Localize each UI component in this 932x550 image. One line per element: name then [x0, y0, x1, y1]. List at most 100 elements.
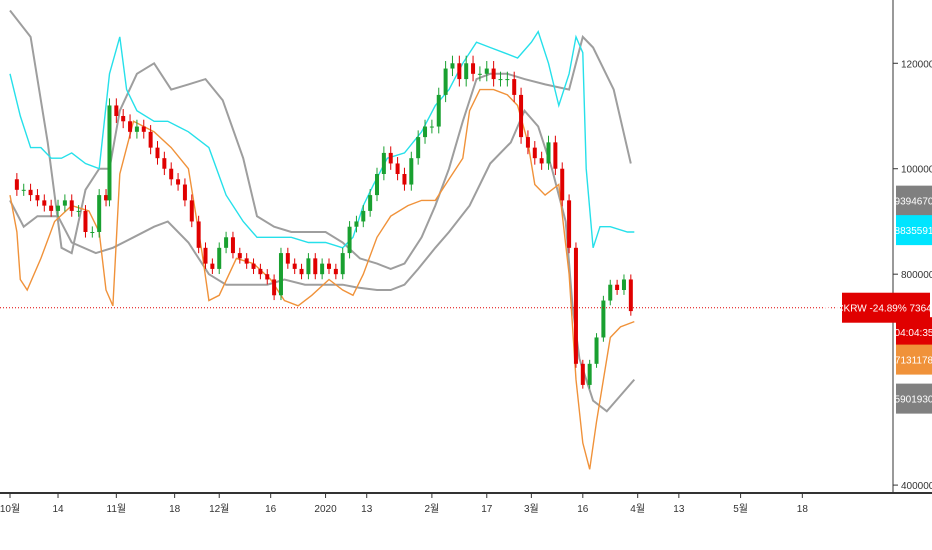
- candle-body: [56, 206, 60, 211]
- candle-body: [464, 63, 468, 79]
- candle-body: [15, 179, 19, 190]
- candle-body: [265, 274, 269, 279]
- candle-body: [622, 279, 626, 290]
- candle-body: [104, 195, 108, 200]
- candle-body: [444, 69, 448, 95]
- candle-body: [595, 337, 599, 363]
- y-tick-label: 4000000: [901, 481, 932, 492]
- x-tick-label: 13: [673, 504, 685, 515]
- candle-body: [183, 185, 187, 201]
- candle-body: [279, 253, 283, 295]
- candle-body: [135, 127, 139, 132]
- candle-body: [430, 127, 434, 128]
- indicator-line-3: [10, 32, 634, 248]
- candle-body: [608, 285, 612, 301]
- candle-body: [553, 142, 557, 168]
- candle-body: [416, 137, 420, 158]
- x-tick-label: 2월: [425, 503, 440, 515]
- price-tag-label: 8835591: [895, 226, 932, 237]
- candle-body: [629, 279, 633, 311]
- candle-body: [402, 174, 406, 185]
- candle-body: [348, 227, 352, 253]
- candle-body: [533, 148, 537, 159]
- candle-body: [252, 264, 256, 269]
- candle-body: [615, 285, 619, 290]
- candle-body: [293, 264, 297, 269]
- candle-body: [306, 258, 310, 274]
- candle-body: [176, 179, 180, 184]
- x-axis-ticks: 10월 14 11월 18 12월 16 2020 13 2월 17 3월 16 4월 13 5월 18: [0, 493, 808, 515]
- candle-body: [505, 79, 509, 80]
- x-tick-label: 10월: [0, 503, 20, 515]
- candle-body: [361, 211, 365, 222]
- candle-body: [217, 248, 221, 269]
- candle-body: [588, 364, 592, 385]
- price-tag-label: 9394670: [895, 197, 932, 208]
- candle-body: [389, 153, 393, 164]
- candle-body: [423, 127, 427, 138]
- candle-body: [409, 158, 413, 184]
- candle-body: [581, 364, 585, 385]
- candle-body: [70, 200, 74, 211]
- candle-body: [63, 200, 67, 205]
- price-tag-label: 5901930: [895, 395, 932, 406]
- indicator-line-1: [10, 11, 631, 269]
- candle-body: [97, 195, 101, 232]
- candle-body: [300, 269, 304, 274]
- candle-body: [272, 279, 276, 295]
- y-tick-label: 12000000: [901, 59, 932, 70]
- x-tick-label: 18: [169, 504, 181, 515]
- price-tag-label: 04:04:35: [895, 328, 932, 339]
- candle-body: [210, 264, 214, 269]
- candle-body: [485, 69, 489, 74]
- candle-body: [258, 269, 262, 274]
- candle-body: [90, 232, 94, 233]
- candle-body: [22, 190, 26, 191]
- candle-body: [396, 163, 400, 174]
- candle-body: [547, 142, 551, 163]
- candle-body: [169, 169, 173, 180]
- x-tick-label: 5월: [733, 503, 748, 515]
- candle-body: [567, 200, 571, 247]
- candle-body: [368, 195, 372, 211]
- candle-body: [498, 79, 502, 80]
- x-tick-label: 11월: [107, 503, 127, 515]
- candle-body: [560, 169, 564, 201]
- candle-body: [512, 79, 516, 95]
- y-tick-label: 8000000: [901, 270, 932, 281]
- candle-body: [457, 63, 461, 79]
- candle-body: [382, 153, 386, 174]
- candle-body: [375, 174, 379, 195]
- candle-body: [155, 148, 159, 159]
- candle-body: [437, 95, 441, 127]
- candle-body: [341, 253, 345, 274]
- x-tick-label: 16: [265, 504, 277, 515]
- candle-body: [320, 264, 324, 275]
- candle-body: [471, 63, 475, 74]
- candle-body: [149, 132, 153, 148]
- indicator-line-4: [10, 90, 634, 470]
- candle-body: [450, 63, 454, 68]
- x-tick-label: 13: [361, 504, 373, 515]
- candle-body: [354, 221, 358, 226]
- candle-body: [128, 121, 132, 132]
- candle-body: [190, 200, 194, 221]
- candle-body: [35, 195, 39, 200]
- candle-body: [492, 69, 496, 80]
- candle-body: [77, 211, 81, 212]
- candle-body: [121, 116, 125, 121]
- candle-body: [519, 95, 523, 137]
- price-tags: 9394670 8835591 BTCKRW -24.89% 7364000 04:0…: [824, 186, 932, 414]
- candle-body: [224, 237, 228, 248]
- y-tick-label: 10000000: [901, 165, 932, 176]
- candle-body: [49, 206, 53, 211]
- candle-body: [114, 105, 118, 116]
- price-tag-label: BTCKRW -24.89% 7364000: [824, 304, 932, 315]
- candle-body: [142, 127, 146, 132]
- candle-body: [42, 200, 46, 205]
- candle-body: [334, 269, 338, 274]
- candle-body: [162, 158, 166, 169]
- x-tick-label: 18: [797, 504, 809, 515]
